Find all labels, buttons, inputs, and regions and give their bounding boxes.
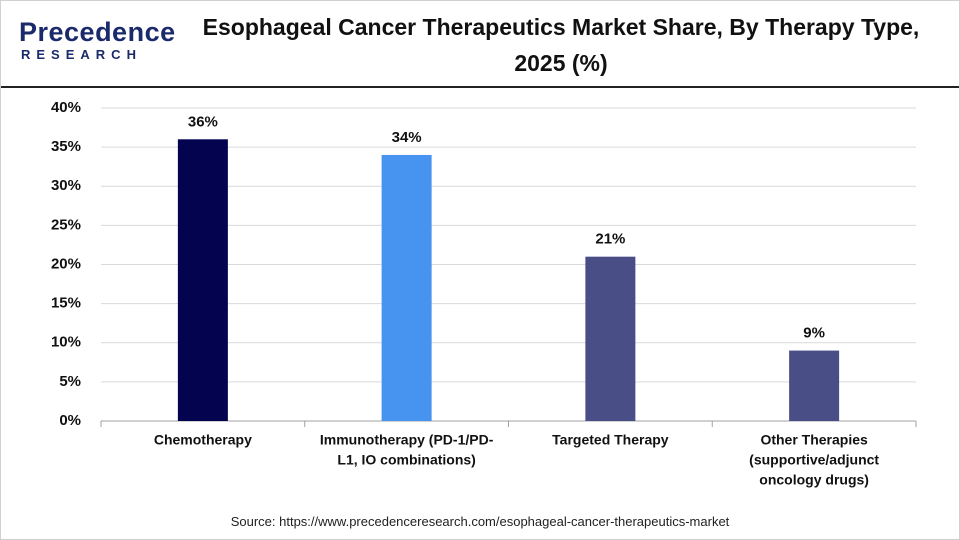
header-rule (1, 86, 959, 88)
y-tick-label: 40% (51, 99, 81, 116)
value-label: 34% (392, 129, 422, 146)
bar (585, 256, 636, 421)
y-tick-label: 30% (51, 177, 81, 194)
x-tick-label: Immunotherapy (PD-1/PD- (320, 432, 494, 448)
value-label: 9% (803, 325, 825, 342)
y-tick-label: 35% (51, 138, 81, 155)
y-tick-label: 25% (51, 216, 81, 233)
chart-title: Esophageal Cancer Therapeutics Market Sh… (202, 14, 920, 76)
y-tick-label: 5% (59, 373, 81, 390)
source: Source: https://www.precedenceresearch.c… (230, 514, 730, 529)
logo-tagline: RESEARCH (21, 47, 142, 62)
x-tick-label: Chemotherapy (154, 432, 252, 448)
x-tick-label: Other Therapies (760, 432, 868, 448)
logo-name: Precedence (19, 17, 176, 47)
x-tick-label: Targeted Therapy (552, 432, 669, 448)
y-tick-label: 0% (59, 412, 81, 429)
bar (789, 350, 840, 421)
x-tick-label: (supportive/adjunct (749, 452, 879, 468)
y-tick-label: 20% (51, 255, 81, 272)
bar (177, 139, 228, 422)
value-label: 21% (595, 231, 625, 248)
value-label: 36% (188, 113, 218, 130)
y-tick-label: 15% (51, 295, 81, 312)
y-tick-label: 10% (51, 334, 81, 351)
x-tick-label: oncology drugs) (759, 472, 869, 488)
x-tick-label: L1, IO combinations) (337, 452, 475, 468)
bar (381, 154, 432, 421)
